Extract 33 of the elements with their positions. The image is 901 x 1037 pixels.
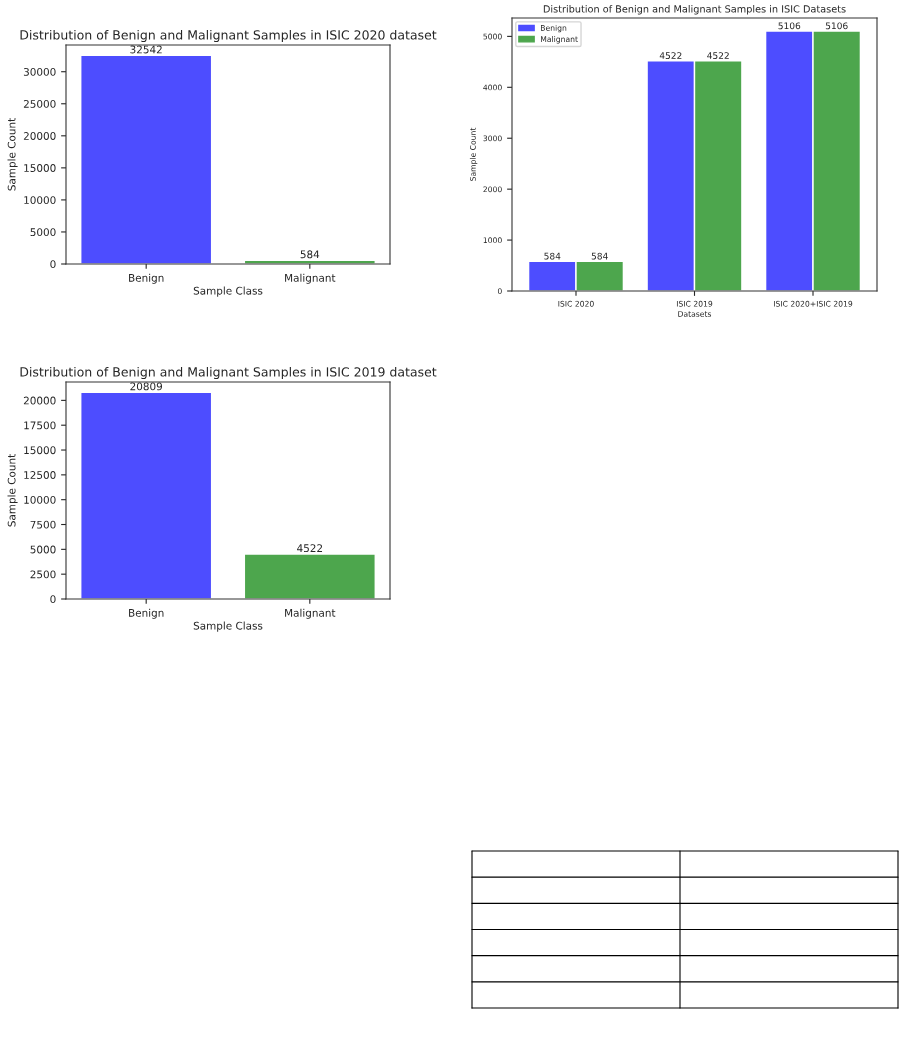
data-label: 4522 [297, 544, 323, 553]
x-axis-title: Sample Class [193, 621, 263, 632]
y-tick-label: 10000 [24, 495, 56, 504]
y-tick-label: 5000 [30, 545, 56, 554]
y-tick-label: 17500 [24, 421, 56, 430]
chart-title: Distribution of Benign and Malignant Samples in ISIC 2020 dataset [20, 29, 437, 43]
x-axis-title: Sample Class [193, 286, 263, 297]
chart-title: Distribution of Benign and Malignant Samples in ISIC Datasets [543, 5, 846, 15]
y-tick-label: 20000 [23, 132, 56, 140]
y-tick-label: 12500 [24, 471, 56, 479]
y-tick-label: 20000 [23, 396, 56, 405]
y-tick-label: 2500 [30, 570, 56, 579]
y-tick-label: 15000 [24, 164, 56, 172]
y-tick-label: 25000 [23, 99, 56, 108]
data-label: 5106 [778, 22, 801, 30]
y-tick-label: 10000 [24, 196, 56, 205]
y-axis-title: Sample Count [7, 118, 18, 191]
y-tick-label: 0 [50, 595, 56, 604]
y-tick-label: 30000 [23, 67, 56, 76]
chart-title: Distribution of Benign and Malignant Samples in ISIC 2019 dataset [20, 366, 437, 380]
y-tick-label: 7500 [30, 520, 56, 529]
data-label: 4522 [707, 52, 729, 59]
y-tick-label: 15000 [24, 446, 56, 455]
data-label: 584 [591, 252, 608, 260]
data-label: 5106 [825, 22, 848, 30]
y-tick-label: 5000 [30, 228, 56, 237]
data-label: 584 [300, 250, 320, 259]
y-tick-label: 0 [50, 260, 56, 269]
data-label: 584 [544, 252, 561, 260]
y-axis-title: Sample Count [7, 454, 18, 527]
data-label: 20809 [130, 382, 163, 391]
data-label: 4522 [659, 52, 682, 59]
data-label: 32542 [130, 45, 162, 54]
